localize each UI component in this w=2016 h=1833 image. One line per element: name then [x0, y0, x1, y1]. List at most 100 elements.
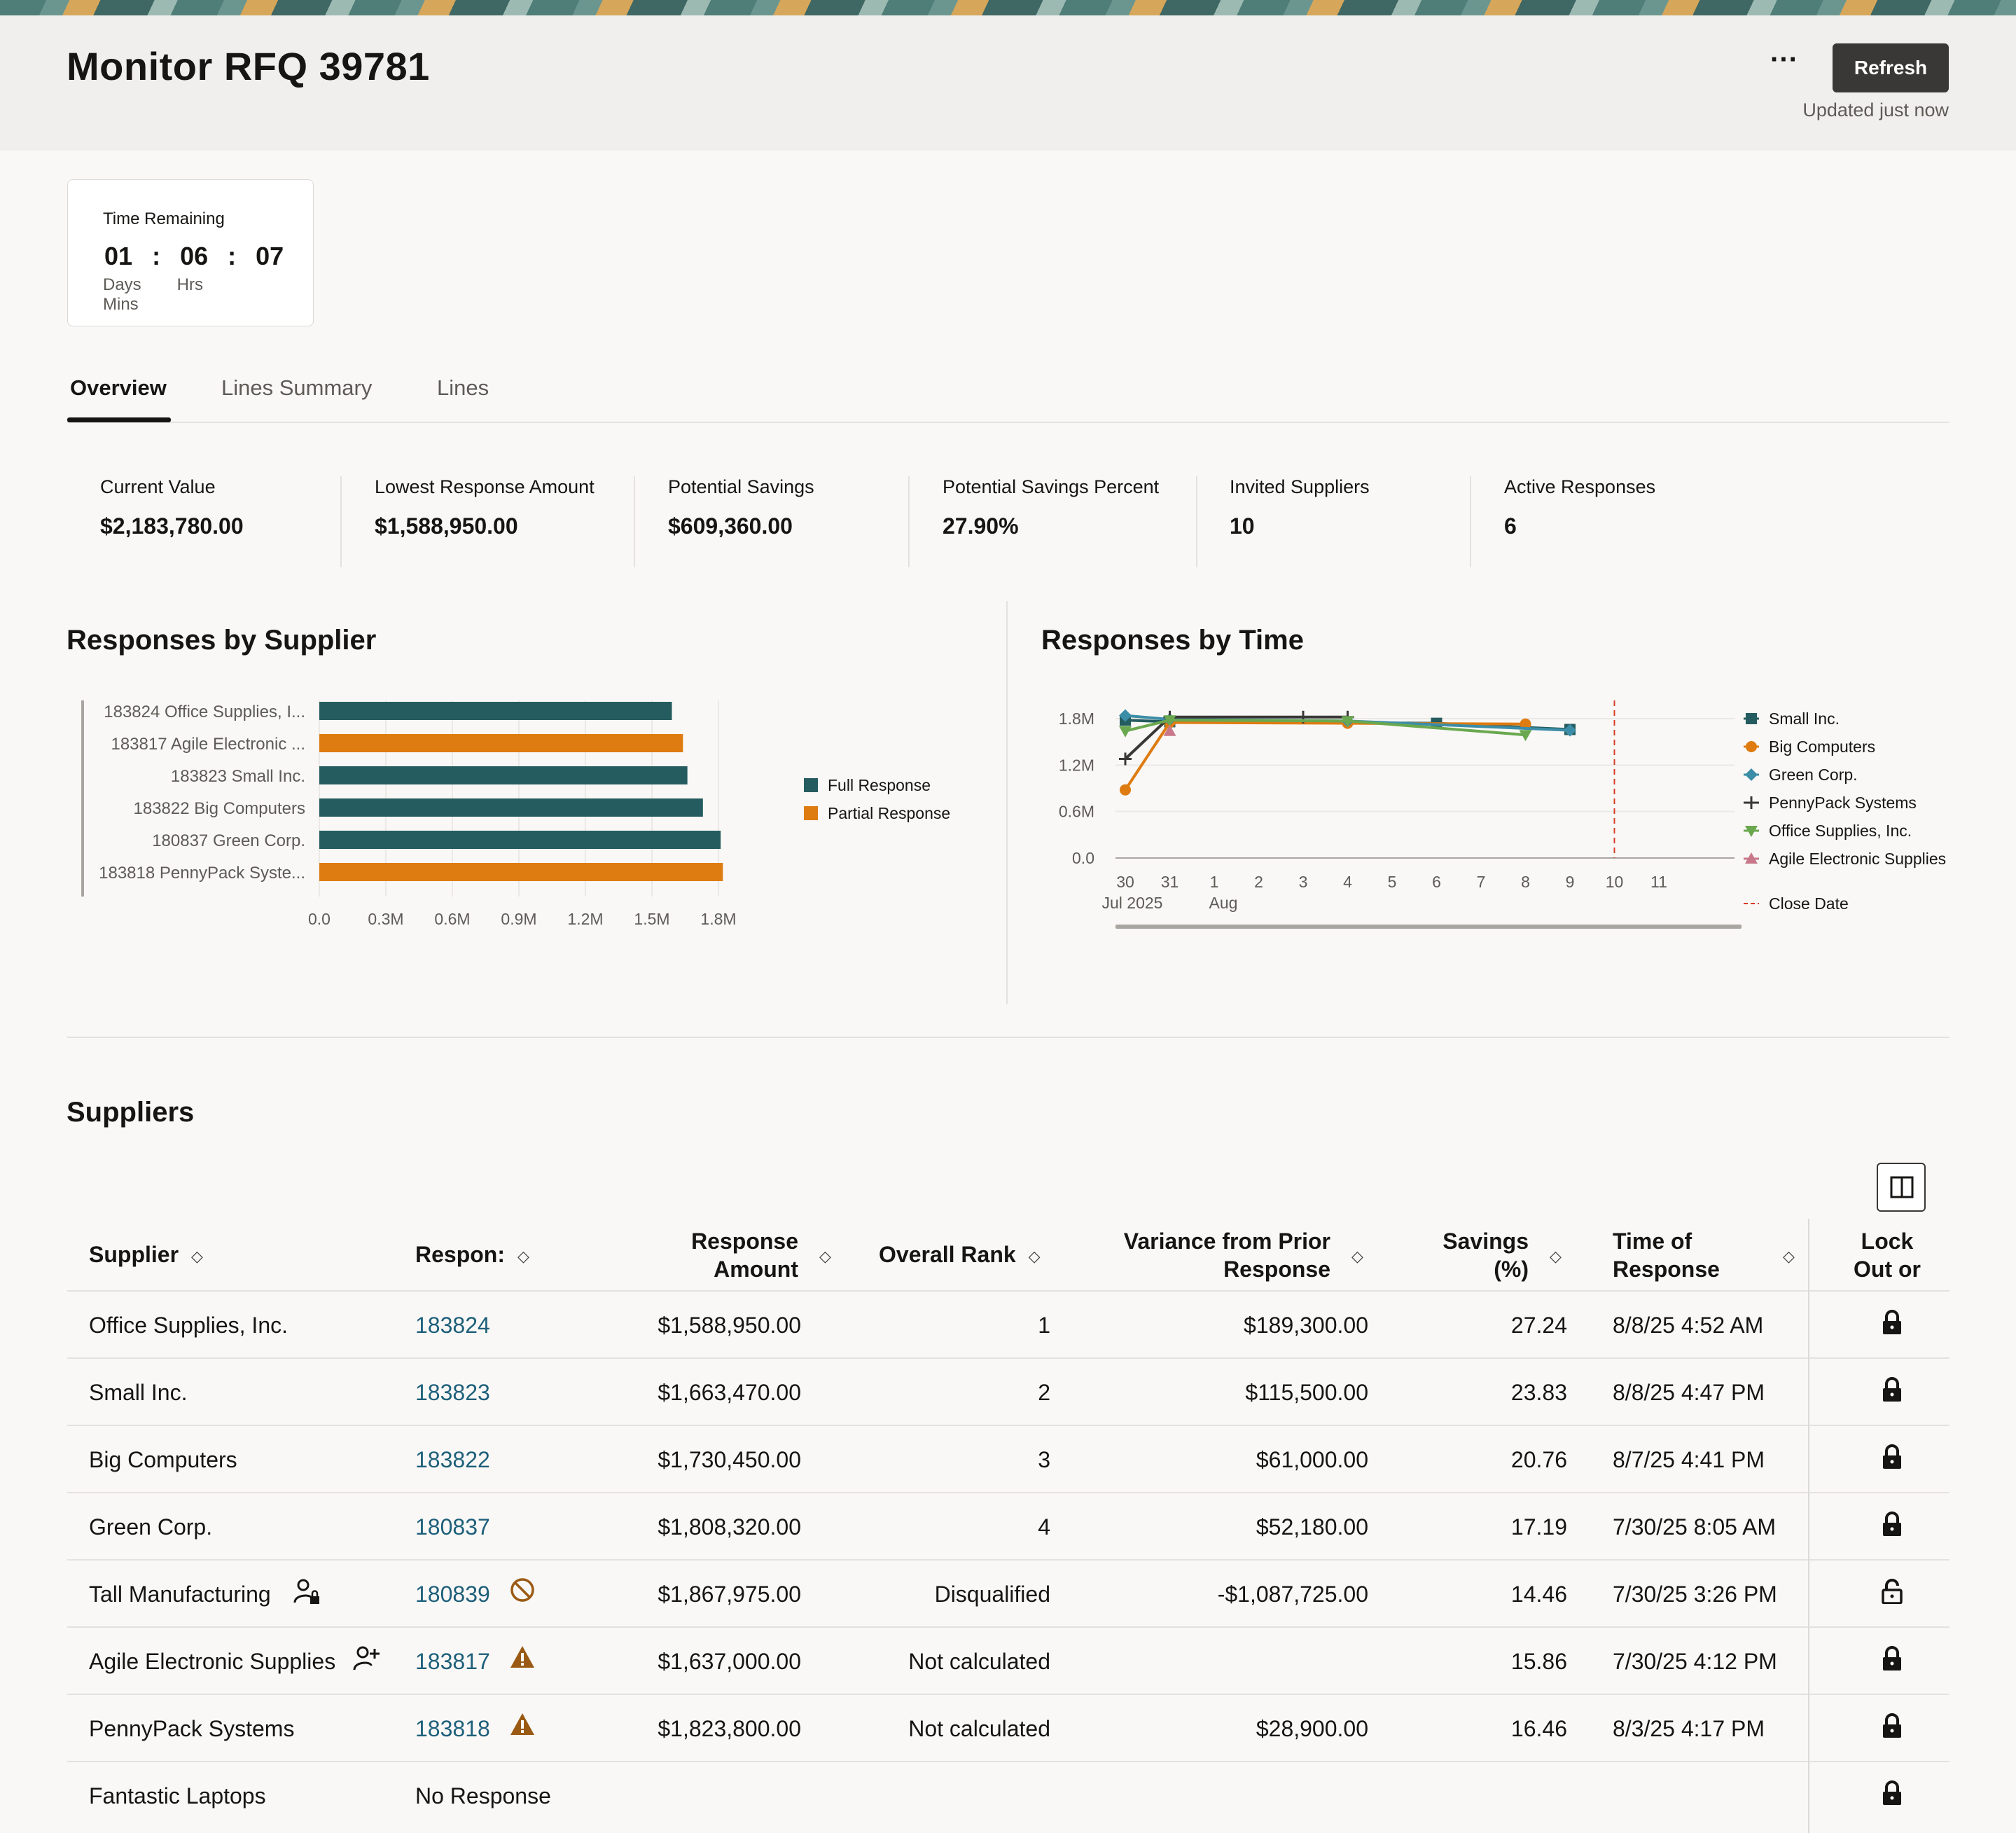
time-of-response: 7/30/25 8:05 AM — [1613, 1514, 1777, 1540]
column-header-time-of-response[interactable]: Time of Response ◇ — [1613, 1227, 1795, 1283]
overall-rank: 4 — [1038, 1514, 1050, 1540]
table-row[interactable]: Green Corp. 180837 $1,808,320.00 4 $52,180.0… — [67, 1492, 1949, 1559]
x-tick-label: 0.9M — [501, 910, 536, 928]
column-header-savings[interactable]: Savings (%) ◇ — [1400, 1227, 1562, 1283]
x-tick-label: 1 — [1210, 873, 1219, 891]
frozen-column-divider — [1808, 1219, 1809, 1833]
legend-item: Small Inc. — [1744, 710, 1840, 728]
y-tick-label: 0.0 — [1072, 849, 1094, 867]
more-actions-button[interactable]: ··· — [1770, 44, 1798, 75]
chart-scrollbar — [1115, 925, 1742, 929]
legend-item: PennyPack Systems — [1744, 794, 1917, 812]
response-link[interactable]: 183823 — [415, 1380, 490, 1405]
series-line — [1124, 721, 1526, 791]
supplier-name: Small Inc. — [89, 1380, 188, 1405]
time-of-response: 8/8/25 4:52 AM — [1613, 1313, 1764, 1338]
response-link[interactable]: 180839 — [415, 1582, 490, 1607]
sort-icon: ◇ — [819, 1247, 831, 1265]
response-link[interactable]: 183818 — [415, 1716, 490, 1741]
savings-percent: 14.46 — [1510, 1582, 1567, 1607]
kpi-lowest-response: Lowest Response Amount $1,588,950.00 — [375, 476, 635, 567]
response-link[interactable]: 183822 — [415, 1447, 490, 1472]
column-header-response[interactable]: Respon: ◇ — [415, 1240, 529, 1271]
bar — [319, 734, 683, 752]
response-link[interactable]: 180837 — [415, 1514, 490, 1540]
kpi-active-responses: Active Responses 6 — [1504, 476, 1746, 567]
column-settings-button[interactable] — [1877, 1163, 1926, 1212]
column-header-lock-out[interactable]: Lock Out or — [1835, 1227, 1940, 1283]
column-header-overall-rank[interactable]: Overall Rank ◇ — [879, 1240, 1041, 1271]
column-header-label: Variance from Prior — [1123, 1229, 1330, 1254]
kpi-value: 10 — [1230, 513, 1255, 539]
table-row[interactable]: PennyPack Systems 183818 $1,823,800.00 Not … — [67, 1694, 1949, 1761]
column-header-response-amount[interactable]: Response Amount ◇ — [630, 1227, 831, 1283]
time-of-response: 7/30/25 3:26 PM — [1613, 1582, 1777, 1607]
column-header-label: Lock — [1861, 1229, 1914, 1254]
y-tick-label: 0.6M — [1059, 803, 1094, 821]
legend-item: Big Computers — [1744, 738, 1875, 756]
tab-overview[interactable]: Overview — [70, 375, 167, 400]
series-line — [1124, 715, 1348, 760]
no-response-text: No Response — [415, 1783, 551, 1808]
lock-icon[interactable] — [1881, 1310, 1903, 1341]
legend-label: Green Corp. — [1769, 766, 1858, 784]
response-link[interactable]: 183824 — [415, 1313, 490, 1338]
marker-triangle — [1341, 716, 1354, 728]
time-units: Days Hrs Mins — [103, 275, 313, 314]
sort-icon: ◇ — [1028, 1247, 1041, 1265]
column-header-supplier[interactable]: Supplier ◇ — [89, 1240, 203, 1271]
column-header-variance[interactable]: Variance from Prior Response ◇ — [1099, 1227, 1363, 1283]
x-tick-label: 3 — [1299, 873, 1308, 891]
responses-by-supplier-title: Responses by Supplier — [67, 625, 377, 656]
days-value: 01 — [104, 242, 133, 270]
lock-icon[interactable] — [1881, 1512, 1903, 1542]
table-row[interactable]: Agile Electronic Supplies 183817 $1,637,00… — [67, 1626, 1949, 1694]
series-office-supplies-inc- — [1119, 715, 1532, 742]
x-tick-label: 1.2M — [567, 910, 603, 928]
x-tick-label: 0.0 — [308, 910, 331, 928]
marker-diamond — [1745, 768, 1758, 781]
user-lock-icon — [293, 1577, 321, 1611]
table-row[interactable]: Small Inc. 183823 $1,663,470.00 2 $115,500.0… — [67, 1357, 1949, 1425]
column-header-label: Response — [1223, 1257, 1330, 1282]
response-amount: $1,823,800.00 — [658, 1716, 801, 1741]
kpi-label: Lowest Response Amount — [375, 476, 595, 497]
table-row[interactable]: Fantastic Laptops No Response — [67, 1761, 1949, 1828]
bar — [319, 831, 721, 849]
unlock-icon[interactable] — [1881, 1579, 1903, 1610]
legend-item: Office Supplies, Inc. — [1744, 822, 1912, 840]
response-amount: $1,588,950.00 — [658, 1313, 801, 1338]
x-tick-label: 0.6M — [434, 910, 470, 928]
series-big-computers — [1120, 717, 1531, 796]
lock-icon[interactable] — [1881, 1646, 1903, 1677]
page-title: Monitor RFQ 39781 — [67, 44, 430, 88]
lock-icon[interactable] — [1881, 1444, 1903, 1475]
kpi-value: 27.90% — [943, 513, 1019, 539]
variance-value: $28,900.00 — [1256, 1716, 1368, 1741]
table-row[interactable]: Office Supplies, Inc. 183824 $1,588,950.00… — [67, 1290, 1949, 1357]
time-remaining-values: 01 : 06 : 07 — [104, 242, 284, 271]
response-link[interactable]: 183817 — [415, 1649, 490, 1674]
column-header-label: Overall Rank — [879, 1242, 1016, 1267]
marker-circle — [1746, 741, 1757, 752]
time-of-response: 8/7/25 4:41 PM — [1613, 1447, 1765, 1472]
marker-triangle — [1163, 715, 1176, 727]
refresh-button[interactable]: Refresh — [1833, 43, 1949, 92]
table-row[interactable]: Tall Manufacturing 180839 $1,867,975.00 Dis… — [67, 1559, 1949, 1626]
time-of-response: 7/30/25 4:12 PM — [1613, 1649, 1777, 1674]
lock-icon[interactable] — [1881, 1713, 1903, 1744]
column-header-label: (%) — [1494, 1257, 1529, 1282]
tab-bar: Overview Lines Summary Lines — [67, 364, 1949, 423]
sort-icon: ◇ — [1783, 1247, 1795, 1265]
variance-value: $52,180.00 — [1256, 1514, 1368, 1540]
x-tick-label: 31 — [1161, 873, 1179, 891]
lock-icon[interactable] — [1881, 1780, 1903, 1811]
tab-lines[interactable]: Lines — [437, 375, 489, 400]
tab-lines-summary[interactable]: Lines Summary — [221, 375, 373, 400]
x-tick-label: 5 — [1388, 873, 1397, 891]
table-row[interactable]: Big Computers 183822 $1,730,450.00 3 $61,000… — [67, 1425, 1949, 1492]
lock-icon[interactable] — [1881, 1377, 1903, 1408]
responses-by-time-title: Responses by Time — [1041, 625, 1304, 656]
legend-label: Full Response — [828, 776, 931, 794]
updated-status: Updated just now — [1802, 99, 1949, 120]
